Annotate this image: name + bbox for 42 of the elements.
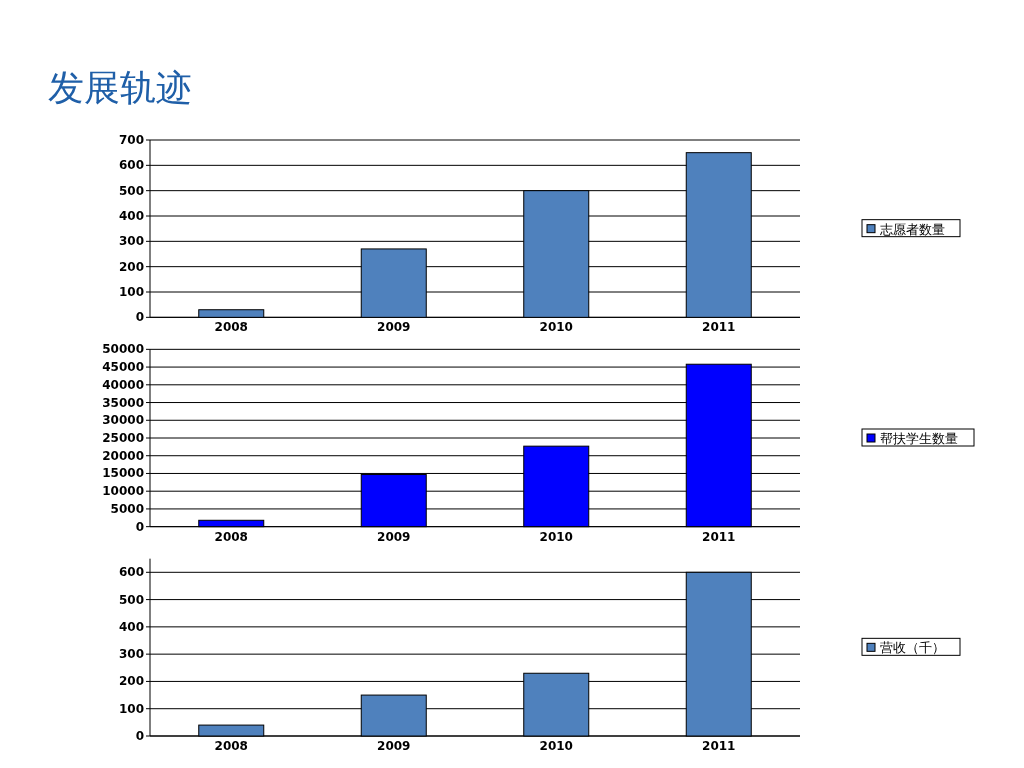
- y-tick-label: 300: [118, 234, 144, 249]
- y-tick-label: 300: [118, 647, 144, 662]
- x-tick-label: 2009: [377, 320, 411, 335]
- y-tick-label: 50000: [102, 342, 144, 357]
- x-tick-label: 2011: [702, 739, 736, 753]
- x-tick-label: 2009: [377, 529, 411, 544]
- chart-title: 发展轨迹: [48, 67, 192, 108]
- x-tick-label: 2011: [702, 320, 736, 335]
- y-tick-label: 400: [118, 619, 144, 634]
- y-tick-label: 30000: [102, 413, 144, 428]
- y-tick-label: 400: [118, 209, 144, 223]
- legend-label: 帮扶学生数量: [880, 431, 958, 446]
- y-tick-label: 500: [118, 592, 144, 607]
- y-tick-label: 0: [135, 729, 144, 743]
- y-tick-label: 10000: [102, 484, 144, 499]
- y-tick-label: 200: [118, 674, 144, 689]
- x-tick-label: 2008: [214, 529, 248, 544]
- x-tick-label: 2010: [539, 739, 573, 753]
- y-tick-label: 100: [118, 701, 144, 716]
- y-tick-label: 500: [118, 183, 144, 198]
- y-tick-label: 40000: [102, 377, 144, 392]
- y-tick-label: 700: [118, 133, 144, 147]
- x-tick-label: 2009: [377, 739, 411, 753]
- x-tick-label: 2008: [214, 320, 248, 335]
- y-tick-label: 15000: [102, 466, 144, 481]
- x-tick-label: 2011: [702, 529, 736, 544]
- y-tick-label: 5000: [110, 501, 144, 516]
- y-tick-label: 45000: [102, 360, 144, 375]
- y-tick-label: 35000: [102, 395, 144, 410]
- y-tick-label: 100: [118, 285, 144, 299]
- x-tick-label: 2010: [539, 320, 573, 335]
- y-tick-label: 20000: [102, 448, 144, 463]
- y-tick-label: 0: [135, 519, 144, 534]
- y-tick-label: 600: [118, 565, 144, 580]
- y-tick-label: 600: [118, 158, 144, 173]
- legend-label: 志愿者数量: [880, 221, 945, 237]
- x-tick-label: 2008: [214, 739, 248, 753]
- legend-label: 营收（千）: [880, 640, 945, 656]
- x-tick-label: 2010: [539, 529, 573, 544]
- y-tick-label: 25000: [102, 431, 144, 445]
- y-tick-label: 0: [135, 310, 144, 325]
- y-tick-label: 200: [118, 259, 144, 274]
